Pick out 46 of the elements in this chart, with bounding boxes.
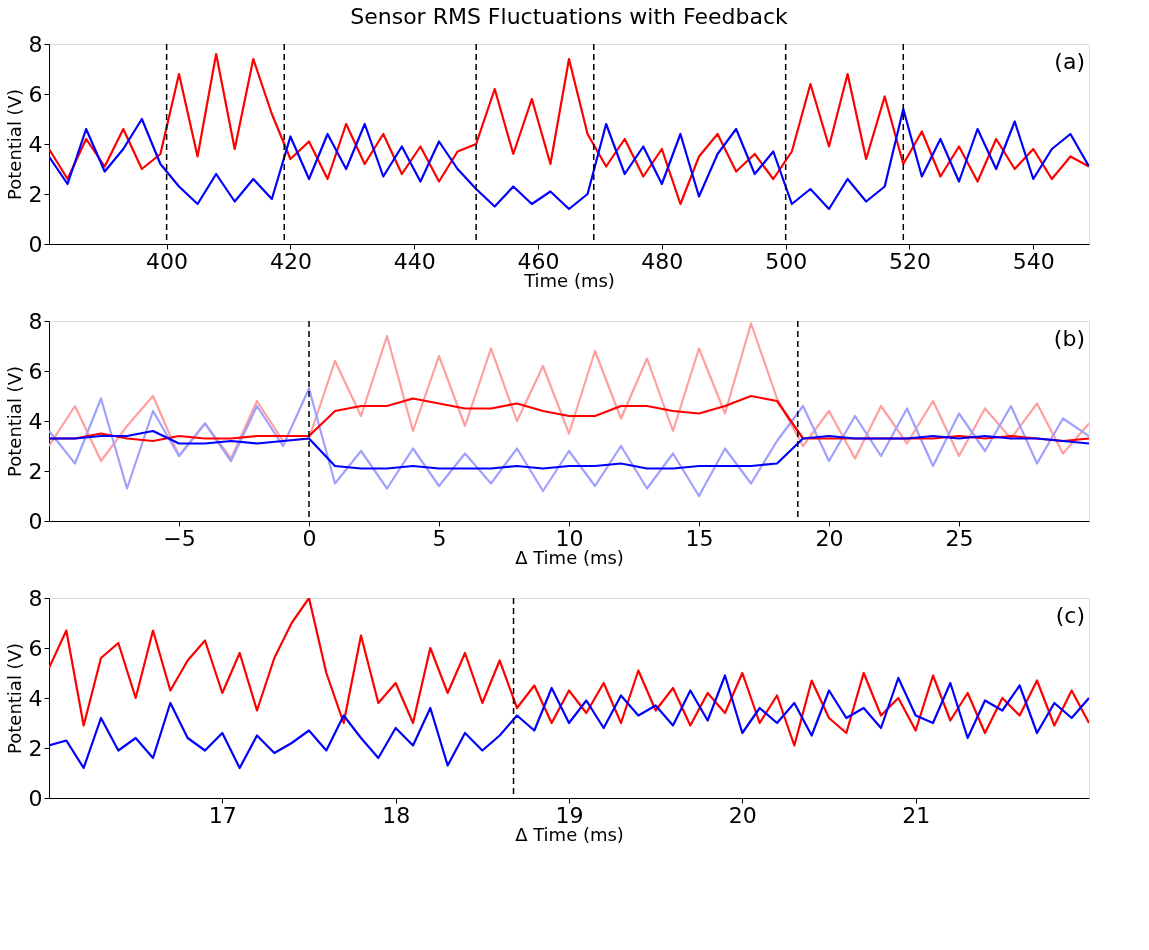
- x-tick-label: 540: [1012, 248, 1055, 274]
- x-tick-label: −5: [163, 525, 196, 551]
- y-tick-label: 4: [28, 131, 43, 157]
- y-axis-title: Potential (V): [3, 643, 25, 754]
- y-tick-label: 4: [28, 408, 43, 434]
- chart-title: Sensor RMS Fluctuations with Feedback: [350, 4, 789, 29]
- x-tick-label: 18: [382, 802, 411, 828]
- line-series: [49, 674, 1089, 770]
- x-tick-label: 440: [393, 248, 436, 274]
- y-tick-label: 0: [28, 508, 43, 534]
- line-series: [49, 322, 1089, 463]
- line-series: [49, 107, 1089, 211]
- line-series: [49, 52, 1089, 206]
- y-tick-label: 2: [28, 735, 43, 761]
- x-tick-label: 500: [765, 248, 808, 274]
- y-tick-label: 6: [28, 635, 43, 661]
- y-axis-title: Potential (V): [3, 89, 25, 200]
- annotation: (b): [1053, 326, 1085, 351]
- x-tick-label: 400: [146, 248, 189, 274]
- annotation: (a): [1054, 49, 1085, 74]
- x-tick-label: 20: [815, 525, 844, 551]
- x-tick-label: 480: [641, 248, 684, 274]
- y-tick-label: 2: [28, 181, 43, 207]
- line-series: [49, 387, 1089, 498]
- x-tick-label: 17: [208, 802, 237, 828]
- y-axis-title: Potential (V): [3, 366, 25, 477]
- y-tick-label: 4: [28, 685, 43, 711]
- y-tick-label: 2: [28, 458, 43, 484]
- line-series: [49, 429, 1089, 470]
- y-tick-label: 0: [28, 231, 43, 257]
- x-tick-label: 25: [945, 525, 974, 551]
- y-tick-label: 8: [28, 308, 43, 334]
- x-tick-label: 20: [728, 802, 757, 828]
- x-tick-label: 420: [269, 248, 312, 274]
- x-tick-label: 520: [888, 248, 931, 274]
- x-tick-label: 15: [685, 525, 714, 551]
- y-tick-label: 8: [28, 585, 43, 611]
- x-tick-label: 5: [432, 525, 447, 551]
- annotation: (c): [1055, 603, 1085, 628]
- y-tick-label: 6: [28, 81, 43, 107]
- y-tick-label: 6: [28, 358, 43, 384]
- x-tick-label: 0: [302, 525, 317, 551]
- y-tick-label: 8: [28, 31, 43, 57]
- x-tick-label: 21: [902, 802, 931, 828]
- y-tick-label: 0: [28, 785, 43, 811]
- line-series: [49, 598, 1089, 747]
